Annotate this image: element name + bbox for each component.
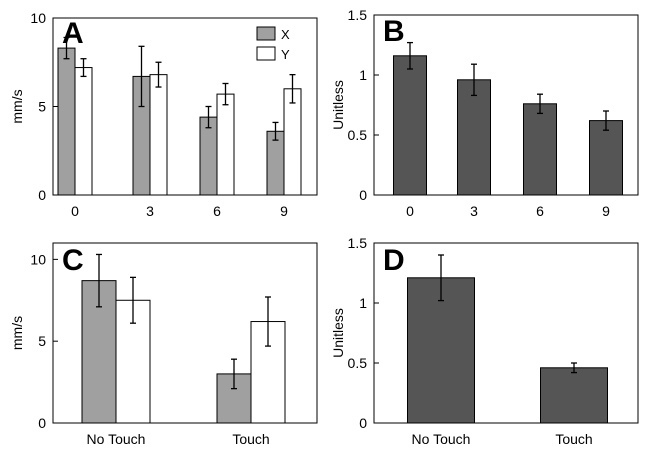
panel-d-letter: D xyxy=(383,244,405,277)
panel-a-bar-x-0 xyxy=(57,47,76,196)
panel-c-ytick-label: 5 xyxy=(38,333,46,349)
panel-b-xtick-label: 6 xyxy=(536,203,544,219)
panel-d-ytick-label: 0 xyxy=(359,415,367,431)
panel-a-bar-y-3 xyxy=(283,88,302,196)
panel-c-xtick-label: No Touch xyxy=(87,431,146,447)
panel-d-bar-0 xyxy=(407,277,475,424)
panel-a-legend-label-x: X xyxy=(281,27,290,42)
panel-d-bar-1 xyxy=(540,367,608,424)
panel-b-xtick-label: 0 xyxy=(406,203,414,219)
panel-d-xtick-label: Touch xyxy=(555,431,592,447)
panel-b-xtick-label: 3 xyxy=(470,203,478,219)
panel-a-xtick-label: 6 xyxy=(213,203,221,219)
panel-a-bar-x-2 xyxy=(199,116,218,196)
panel-c-axes-box xyxy=(52,242,318,424)
panel-a-xtick-label: 3 xyxy=(146,203,154,219)
panel-b-bar-0 xyxy=(393,55,427,196)
panel-b-axes-box xyxy=(373,14,639,196)
panel-a-legend-label-y: Y xyxy=(281,47,290,62)
panel-a-letter: A xyxy=(62,17,84,50)
panel-a-bar-y-2 xyxy=(216,93,235,196)
panel-a-bar-x-3 xyxy=(266,130,285,196)
panel-c-ylabel: mm/s xyxy=(9,316,25,350)
panel-d-ytick-label: 1 xyxy=(359,295,367,311)
panel-b-ytick-label: 1.5 xyxy=(348,7,368,23)
panel-b-letter: B xyxy=(383,15,405,48)
panel-b-bar-1 xyxy=(457,79,491,196)
panel-a-xtick-label: 9 xyxy=(280,203,288,219)
panel-b-xtick-label: 9 xyxy=(602,203,610,219)
panel-c-bar-y-0 xyxy=(115,299,151,424)
panel-c-ytick-label: 10 xyxy=(30,251,46,267)
panel-b-bar-3 xyxy=(589,120,623,196)
panel-d-ylabel: Unitless xyxy=(330,308,346,358)
panel-a-legend-swatch-x xyxy=(256,26,276,41)
panel-b-ylabel: Unitless xyxy=(330,80,346,130)
panel-d-xtick-label: No Touch xyxy=(412,431,471,447)
panel-d-axes-box xyxy=(373,242,639,424)
panel-b-ytick-label: 1 xyxy=(359,67,367,83)
panel-a-ylabel: mm/s xyxy=(9,89,25,123)
panel-a-ytick-label: 5 xyxy=(38,99,46,115)
panel-a-bar-y-1 xyxy=(149,74,168,196)
panel-b-ytick-label: 0 xyxy=(359,187,367,203)
panel-a-bar-y-0 xyxy=(74,67,93,196)
panel-b-ytick-label: 0.5 xyxy=(348,127,368,143)
panel-b-bar-2 xyxy=(523,103,557,196)
panel-a-ytick-label: 10 xyxy=(30,10,46,26)
panel-d-ytick-label: 0.5 xyxy=(348,355,368,371)
panel-c-xtick-label: Touch xyxy=(232,431,269,447)
panel-a-legend-swatch-y xyxy=(256,46,276,61)
panel-d-ytick-label: 1.5 xyxy=(348,235,368,251)
panel-a-xtick-label: 0 xyxy=(71,203,79,219)
panel-c-letter: C xyxy=(62,244,84,277)
panel-c-ytick-label: 0 xyxy=(38,415,46,431)
panel-a-ytick-label: 0 xyxy=(38,187,46,203)
